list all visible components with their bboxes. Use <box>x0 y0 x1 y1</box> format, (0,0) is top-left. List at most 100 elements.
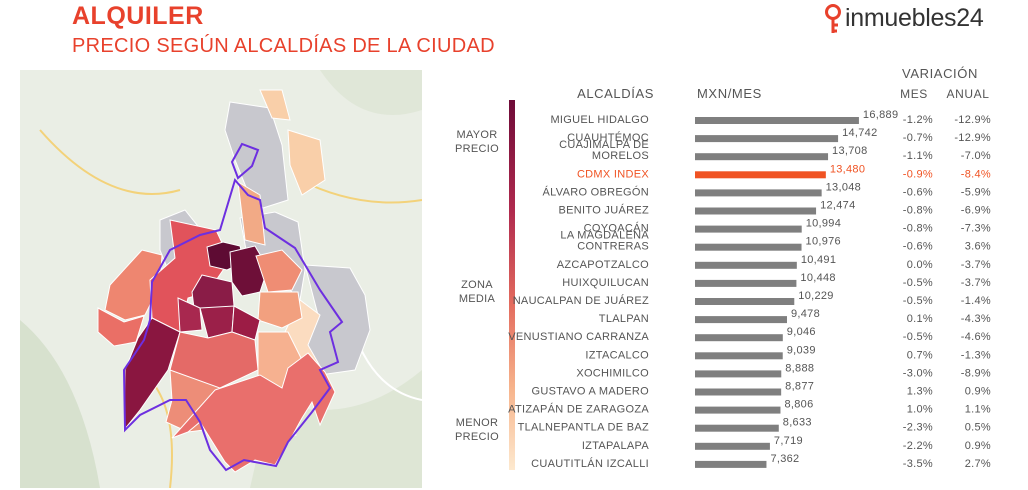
category-label: XOCHIMILCO <box>576 367 649 379</box>
bar <box>695 261 797 269</box>
category-label: ATIZAPÁN DE ZARAGOZA <box>508 403 649 416</box>
category-label: GUSTAVO A MADERO <box>532 386 650 398</box>
variation-annual: -12.9% <box>954 114 991 126</box>
value-label: 7,719 <box>774 435 803 447</box>
category-label: HUIXQUILUCAN <box>562 277 649 289</box>
variation-annual: 0.9% <box>965 386 991 398</box>
category-label: MORELOS <box>592 150 649 162</box>
value-label: 9,039 <box>787 344 816 356</box>
legend-mid-label: ZONA MEDIA <box>458 279 496 305</box>
variation-annual: -7.0% <box>961 150 991 162</box>
category-label: LA MAGDALENA <box>560 230 649 242</box>
bar <box>695 406 781 414</box>
header-variacion: VARIACIÓN <box>902 66 978 81</box>
location-pin-icon <box>825 4 841 33</box>
variation-annual: -3.7% <box>961 259 991 271</box>
variation-month: -0.6% <box>903 186 933 198</box>
value-label: 8,633 <box>783 417 812 429</box>
bar <box>695 207 817 215</box>
bar <box>695 334 783 342</box>
bar <box>695 279 797 287</box>
category-label: AZCAPOTZALCO <box>557 259 649 271</box>
variation-month: 0.7% <box>907 349 933 361</box>
value-label: 8,888 <box>785 362 814 374</box>
header-alcaldias: ALCALDÍAS <box>577 86 654 101</box>
legend-low-label: MENOR PRECIO <box>455 417 499 443</box>
category-label: TLALPAN <box>599 313 649 325</box>
bar <box>695 316 787 324</box>
variation-annual: -4.3% <box>961 313 991 325</box>
variation-month: -0.5% <box>903 295 933 307</box>
category-label: NAUCALPAN DE JUÁREZ <box>513 294 649 307</box>
page-title: ALQUILER <box>72 2 204 30</box>
bar <box>695 117 859 124</box>
variation-month: -0.5% <box>903 331 933 343</box>
variation-annual: -3.7% <box>961 277 991 289</box>
category-label: CUAUHTÉMOC <box>567 131 649 144</box>
variation-annual: -8.4% <box>961 168 991 180</box>
bar <box>695 243 802 251</box>
value-label: 8,877 <box>785 381 814 393</box>
category-label: IZTACALCO <box>585 349 649 361</box>
category-label: BENITO JUÁREZ <box>559 204 650 217</box>
bar <box>695 298 795 305</box>
variation-annual: -6.9% <box>961 205 991 217</box>
variation-annual: -12.9% <box>954 132 991 144</box>
value-label: 7,362 <box>770 453 799 465</box>
category-label: IZTAPALAPA <box>582 440 650 452</box>
variation-month: -2.2% <box>903 440 933 452</box>
variation-month: -0.7% <box>903 132 933 144</box>
category-label: TLALNEPANTLA DE BAZ <box>518 422 649 434</box>
category-label: COYOACÁN <box>584 222 649 235</box>
variation-annual: 0.5% <box>965 422 991 434</box>
category-label: CONTRERAS <box>577 241 649 253</box>
legend-high-label: MAYOR PRECIO <box>455 129 499 155</box>
bar <box>695 388 782 396</box>
category-label: CUAUTITLÁN IZCALLI <box>531 457 649 470</box>
bar <box>695 189 822 197</box>
bar <box>695 370 782 378</box>
bar <box>695 135 839 143</box>
variation-month: 0.1% <box>907 313 933 325</box>
header-mes: MES <box>900 87 928 101</box>
value-label: 16,889 <box>863 109 898 121</box>
value-label: 10,448 <box>800 272 835 284</box>
price-gradient-bar <box>509 100 515 470</box>
value-label: 13,480 <box>830 163 865 175</box>
variation-annual: -7.3% <box>961 223 991 235</box>
brand-logo: inmuebles24 <box>823 0 1023 40</box>
bar <box>695 442 770 450</box>
variation-month: -0.5% <box>903 277 933 289</box>
variation-annual: 0.9% <box>965 440 991 452</box>
bar <box>695 352 783 360</box>
variation-month: 1.3% <box>907 386 933 398</box>
category-label: ÁLVARO OBREGÓN <box>543 185 649 198</box>
value-label: 8,806 <box>784 399 813 411</box>
variation-annual: -5.9% <box>961 186 991 198</box>
alcaldias-map <box>20 70 422 488</box>
value-label: 10,976 <box>806 236 841 248</box>
variation-month: -0.8% <box>903 223 933 235</box>
bar <box>695 153 829 161</box>
value-label: 14,742 <box>842 127 877 139</box>
header-anual: ANUAL <box>946 87 989 101</box>
variation-annual: 2.7% <box>965 458 991 470</box>
value-label: 10,491 <box>801 254 836 266</box>
header-mxn-mes: MXN/MES <box>697 86 762 101</box>
bar <box>695 225 802 233</box>
value-label: 9,046 <box>787 326 816 338</box>
brand-name: inmuebles24 <box>845 4 984 32</box>
variation-month: -2.3% <box>903 422 933 434</box>
value-label: 10,994 <box>806 218 841 230</box>
value-label: 13,048 <box>826 181 861 193</box>
value-label: 9,478 <box>791 308 820 320</box>
value-label: 13,708 <box>832 145 867 157</box>
variation-month: -0.9% <box>903 168 933 180</box>
variation-annual: 3.6% <box>965 241 991 253</box>
variation-month: -0.8% <box>903 205 933 217</box>
value-label: 10,229 <box>798 290 833 302</box>
page-subtitle: PRECIO SEGÚN ALCALDÍAS DE LA CIUDAD <box>72 35 495 57</box>
variation-annual: -1.3% <box>961 349 991 361</box>
bar <box>695 460 767 468</box>
variation-annual: -8.9% <box>961 367 991 379</box>
